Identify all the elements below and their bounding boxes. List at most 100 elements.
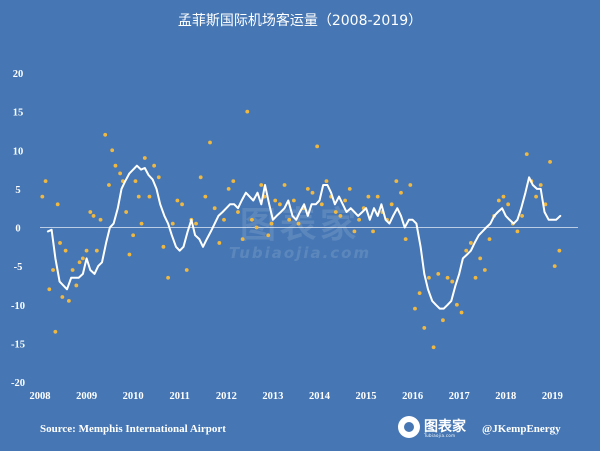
scatter-point: [53, 329, 58, 334]
scatter-point: [127, 252, 132, 257]
scatter-point: [347, 186, 352, 191]
scatter-point: [324, 179, 329, 184]
scatter-point: [55, 202, 60, 207]
scatter-point: [277, 202, 282, 207]
scatter-point: [254, 225, 259, 230]
scatter-point: [175, 198, 180, 203]
scatter-point: [501, 194, 506, 199]
scatter-point: [450, 279, 455, 284]
scatter-point: [133, 179, 138, 184]
x-tick-label: 2009: [76, 391, 97, 402]
scatter-point: [98, 217, 103, 222]
y-tick-label: 15: [13, 108, 24, 119]
scatter-point: [139, 221, 144, 226]
scatter-point: [142, 156, 147, 160]
scatter-point: [152, 163, 157, 168]
x-tick-label: 2014: [309, 391, 331, 402]
y-tick-label: -5: [14, 262, 23, 273]
scatter-point: [338, 214, 343, 218]
scatter-point: [534, 194, 538, 199]
scatter-point: [468, 241, 473, 245]
scatter-point: [84, 248, 89, 253]
scatter-point: [287, 217, 292, 222]
scatter-point: [389, 202, 394, 207]
scatter-point: [231, 179, 236, 184]
scatter-point: [203, 194, 208, 199]
scatter-point: [305, 186, 310, 191]
scatter-point: [110, 148, 115, 153]
scatter-point: [343, 198, 347, 203]
scatter-point: [250, 217, 254, 222]
scatter-point: [375, 194, 380, 199]
scatter-point: [226, 186, 231, 191]
scatter-point: [548, 159, 552, 164]
x-tick-label: 2015: [356, 391, 377, 402]
series-line: [46, 164, 562, 310]
scatter-point: [506, 202, 511, 207]
scatter-point: [184, 268, 189, 272]
scatter-point: [403, 237, 408, 241]
scatter-point: [94, 248, 99, 253]
scatter-point: [136, 194, 141, 199]
y-tick-label: -15: [11, 339, 25, 350]
x-tick-label: 2010: [123, 391, 144, 402]
scatter-point: [91, 214, 96, 218]
scatter-point: [399, 190, 403, 195]
x-tick-label: 2016: [402, 391, 423, 402]
scatter-point: [441, 318, 445, 323]
scatter-point: [282, 183, 287, 187]
y-tick-label: 10: [13, 146, 24, 157]
scatter-point: [296, 221, 301, 226]
x-axis-ticks: 2008 2009 2010 2011 2012 2013 2014 2015 2016 2017…: [30, 391, 563, 402]
logo-text: 图表家: [424, 419, 466, 435]
y-tick-label: -10: [11, 301, 25, 312]
scatter-point: [124, 210, 129, 214]
scatter-point: [103, 132, 108, 137]
scatter-point: [496, 198, 501, 203]
scatter-point: [515, 229, 520, 234]
scatter-point: [74, 283, 79, 288]
brand-logo: 图表家 Tubiaojia.com: [398, 414, 478, 440]
scatter-point: [269, 221, 274, 226]
scatter-point: [266, 233, 271, 238]
scatter-point: [40, 194, 45, 199]
chart-title: 孟菲斯国际机场客运量（2008-2019）: [177, 13, 423, 29]
line-series: [46, 164, 562, 310]
scatter-point: [394, 179, 399, 184]
scatter-point: [222, 217, 226, 222]
scatter-point: [259, 183, 264, 187]
scatter-point: [352, 229, 357, 234]
x-tick-label: 2012: [216, 391, 237, 402]
x-tick-label: 2018: [495, 391, 516, 402]
scatter-point: [357, 217, 361, 222]
scatter-point: [487, 237, 492, 241]
scatter-point: [366, 194, 371, 199]
scatter-point: [273, 198, 278, 203]
author-handle: @JKempEnergy: [482, 423, 561, 435]
scatter-point: [319, 202, 324, 207]
scatter-point: [131, 233, 136, 238]
scatter-point: [524, 152, 529, 157]
scatter-point: [408, 183, 413, 187]
scatter-point: [291, 198, 296, 203]
scatter-point: [557, 248, 562, 253]
scatter-point: [88, 210, 93, 214]
scatter-point: [212, 206, 217, 211]
x-tick-label: 2017: [449, 391, 470, 402]
scatter-point: [166, 275, 170, 280]
scatter-point: [80, 256, 85, 261]
y-tick-label: 20: [13, 69, 24, 80]
scatter-point: [217, 241, 222, 245]
x-tick-label: 2013: [262, 391, 283, 402]
scatter-point: [310, 190, 315, 195]
scatter-point: [520, 214, 525, 218]
scatter-point: [58, 241, 62, 245]
x-tick-label: 2019: [542, 391, 563, 402]
scatter-point: [51, 268, 55, 272]
scatter-point: [431, 345, 436, 350]
scatter-point: [113, 163, 118, 168]
scatter-point: [198, 175, 203, 180]
y-tick-label: 5: [15, 185, 20, 196]
